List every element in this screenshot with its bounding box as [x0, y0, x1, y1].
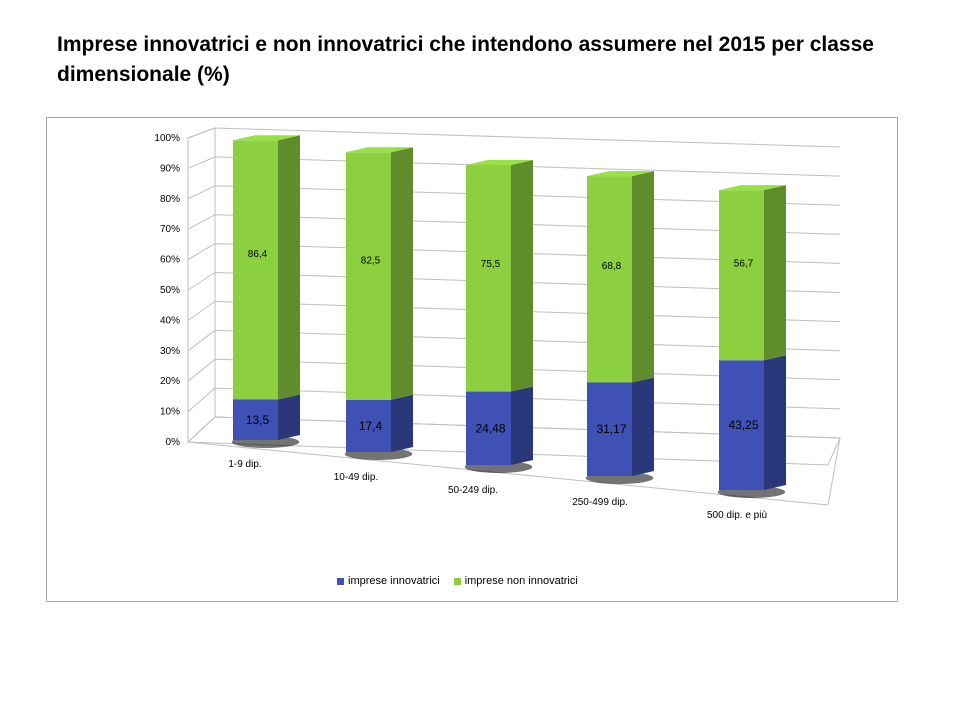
data-label: 75,5 [481, 259, 501, 270]
gridline-side [187, 387, 216, 412]
legend-swatch-innovatrici [337, 577, 344, 585]
gridline-side [187, 185, 216, 200]
gridline-side [187, 272, 216, 291]
gridline-side [187, 300, 216, 321]
bar-segment-side [511, 386, 533, 465]
y-tick-label: 90% [160, 163, 180, 174]
gridline-side [187, 358, 216, 382]
gridline-side [187, 243, 216, 261]
side-wall [187, 127, 216, 444]
data-label: 13,5 [246, 413, 270, 427]
x-category-label: 1-9 dip. [228, 459, 261, 470]
bar-top [719, 185, 786, 191]
bar-segment-side [278, 394, 300, 440]
y-tick-label: 60% [160, 255, 180, 266]
x-category-label: 10-49 dip. [334, 472, 378, 483]
bar-top [233, 135, 300, 141]
legend-label-non-innovatrici: imprese non innovatrici [464, 575, 578, 587]
bar-segment [346, 399, 391, 452]
gridline-side [187, 214, 216, 230]
data-label: 17,4 [359, 419, 383, 433]
x-category-label: 500 dip. e più [707, 510, 767, 521]
y-tick-label: 100% [154, 133, 180, 144]
gridline-side [187, 127, 216, 139]
chart-title: Imprese innovatrici e non innovatrici ch… [57, 33, 874, 86]
gridline-side [187, 416, 216, 443]
bar-segment-side [391, 147, 413, 400]
bar-segment [466, 165, 511, 392]
y-tick-label: 30% [160, 346, 180, 357]
y-tick-label: 10% [160, 407, 180, 418]
bar-segment [587, 382, 632, 476]
data-label: 56,7 [734, 259, 754, 270]
gridline-back [214, 127, 841, 148]
data-label: 24,48 [475, 421, 505, 435]
bar-segment [587, 176, 632, 383]
y-tick-label: 80% [160, 194, 180, 205]
y-tick-label: 0% [166, 437, 181, 448]
x-category-label: 250-499 dip. [572, 497, 628, 508]
bar-segment-side [391, 394, 413, 452]
bar-top [587, 171, 654, 177]
bar-segment-side [632, 377, 654, 476]
data-label: 31,17 [596, 422, 626, 436]
data-label: 86,4 [248, 249, 268, 260]
data-label: 82,5 [361, 256, 381, 267]
bar-top [346, 147, 413, 153]
bar-segment [233, 140, 278, 400]
legend-item-non-innovatrici: imprese non innovatrici [453, 575, 578, 587]
bar-segment-side [632, 171, 654, 383]
legend-label-innovatrici: imprese innovatrici [348, 575, 440, 587]
y-tick-label: 20% [160, 376, 180, 387]
bar-segment-side [764, 355, 786, 490]
bar-segment-side [511, 160, 533, 392]
y-tick-label: 50% [160, 285, 180, 296]
bar-segment [346, 152, 391, 400]
gridline-side [187, 156, 216, 169]
bar-segment [719, 360, 764, 490]
bar-top [466, 160, 533, 166]
y-tick-label: 40% [160, 315, 180, 326]
legend-item-innovatrici: imprese innovatrici [337, 575, 440, 587]
bar-segment [466, 391, 511, 465]
floor-right-edge [827, 437, 841, 506]
y-tick-label: 70% [160, 224, 180, 235]
bar-segment [233, 399, 278, 440]
bar-segment-side [764, 185, 786, 361]
bar-segment-side [278, 135, 300, 400]
x-category-label: 50-249 dip. [448, 485, 498, 496]
legend-swatch-non-innovatrici [453, 577, 461, 585]
data-label: 43,25 [728, 418, 758, 432]
data-label: 68,8 [602, 261, 622, 272]
gridline-side [187, 329, 216, 352]
legend: imprese innovatrici imprese non innovatr… [337, 575, 578, 587]
bar-segment [719, 190, 764, 361]
